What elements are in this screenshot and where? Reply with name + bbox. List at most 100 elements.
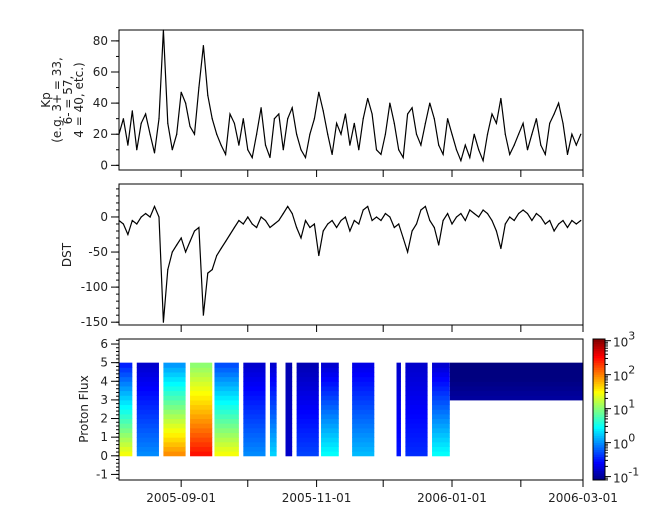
data-point [407,113,409,115]
flux-cell [396,390,401,396]
data-point [291,107,293,109]
flux-cell [321,413,339,420]
flux-cell [405,390,428,396]
data-point [362,118,364,120]
y-tick-label: 40 [93,96,108,110]
data-point [389,216,391,218]
proton-flux-axis-label: Proton Flux [77,375,91,442]
flux-cell [119,446,133,452]
flux-cell [405,395,428,401]
flux-cell [119,385,133,392]
data-point [411,230,413,232]
flux-cell [296,404,319,410]
data-point [131,219,133,222]
flux-segment [352,362,375,457]
data-point [557,102,560,104]
flux-cell [405,418,428,424]
flux-cell [296,390,319,396]
series-line [118,29,582,163]
flux-cell [321,427,339,434]
data-point [185,102,187,104]
flux-cell [269,441,277,447]
flux-cell [190,385,213,392]
flux-cell [136,385,159,392]
data-point [469,209,471,211]
flux-segment [321,362,339,457]
flux-segment [243,362,266,457]
flux-cell [321,371,339,378]
flux-cell [352,409,375,415]
data-point [384,212,387,215]
data-point [287,118,289,120]
data-point [446,118,449,120]
data-point [429,102,431,104]
flux-cell [405,446,428,452]
flux-cell [190,451,213,457]
flux-cell [396,381,401,387]
flux-segment [136,362,159,457]
flux-cell [285,385,293,392]
data-point [509,216,511,218]
flux-cell [243,413,266,420]
data-point [153,152,156,154]
data-point [375,149,378,151]
flux-cell [163,432,186,438]
data-point [220,144,222,146]
data-point [238,144,240,146]
data-point [193,230,196,232]
flux-cell [321,381,339,387]
data-point [238,219,240,222]
colorbar-cell [593,447,605,450]
colorbar-cell [593,402,605,406]
data-point [242,118,244,120]
data-point [269,156,271,159]
data-point [460,160,462,162]
data-point [469,156,471,159]
data-point [358,149,360,151]
data-point [145,212,147,215]
colorbar-cell [593,465,605,469]
colorbar-cell [593,346,605,349]
flux-cell [119,451,133,457]
colorbar-cell [593,360,605,363]
flux-cell [396,399,401,406]
flux-cell [396,376,401,382]
colorbar-cell [593,444,605,448]
flux-segment [163,362,186,457]
data-point [384,133,387,135]
data-point [349,144,351,146]
flux-cell [321,451,339,457]
flux-cell [449,376,583,382]
data-point [353,122,355,124]
data-point [575,223,577,225]
colorbar-cell [593,355,605,359]
colorbar-cell [593,374,605,378]
data-point [402,156,404,159]
flux-cell [243,437,266,443]
flux-cell [449,390,583,396]
data-point [398,149,400,151]
flux-cell [214,395,239,401]
flux-cell [269,376,277,382]
flux-cell [119,437,133,443]
data-point [433,118,435,120]
data-point [153,205,156,208]
flux-cell [214,399,239,406]
flux-cell [119,381,133,387]
data-point [340,219,342,222]
data-point [375,216,378,218]
colorbar-cell [593,386,605,389]
flux-cell [296,446,319,452]
flux-cell [119,423,133,429]
flux-cell [119,432,133,438]
colorbar-cell [593,400,605,403]
kp-axis-label-line: 6- = 57, [61,76,75,125]
data-point [300,237,302,239]
flux-cell [296,409,319,415]
flux-cell [214,385,239,392]
colorbar-cell [593,416,605,420]
flux-cell [269,423,277,429]
data-point [500,247,502,250]
colorbar-tick-label: 100 [613,432,635,452]
